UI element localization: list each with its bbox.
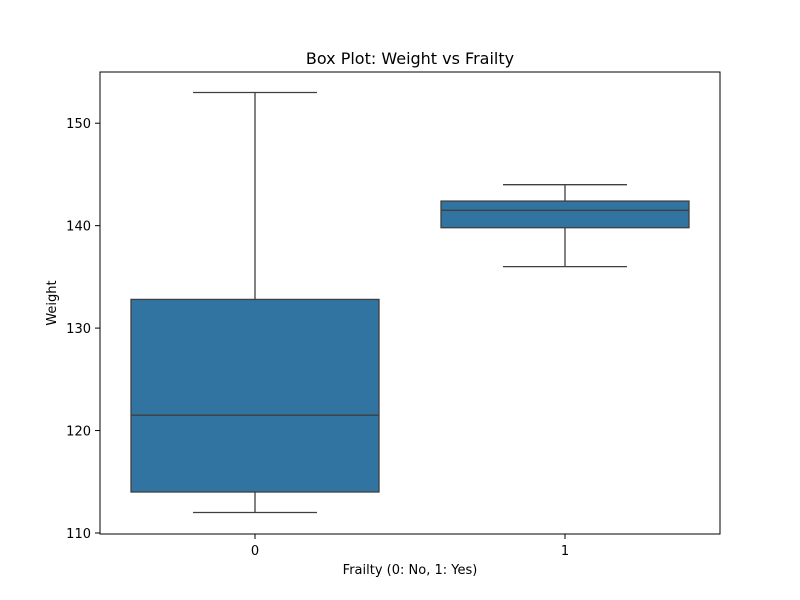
- box-group-1: [440, 184, 690, 268]
- box-iqr: [130, 298, 380, 493]
- x-axis-label: Frailty (0: No, 1: Yes): [343, 563, 478, 578]
- y-tick-label: 120: [66, 425, 91, 440]
- plot-area: [130, 91, 690, 514]
- box-group-0: [130, 91, 380, 514]
- x-tick-label: 0: [251, 544, 259, 559]
- y-tick-label: 110: [66, 527, 91, 542]
- y-axis-ticks: 110 120 130 140 150: [66, 117, 100, 542]
- y-axis-label: Weight: [45, 280, 60, 325]
- chart-title: Box Plot: Weight vs Frailty: [306, 49, 514, 68]
- plot-frame: [99, 71, 721, 535]
- y-tick-label: 140: [66, 220, 91, 235]
- x-tick-label: 1: [561, 544, 569, 559]
- y-tick-label: 150: [66, 117, 91, 132]
- box-iqr: [440, 200, 690, 229]
- y-tick-label: 130: [66, 322, 91, 337]
